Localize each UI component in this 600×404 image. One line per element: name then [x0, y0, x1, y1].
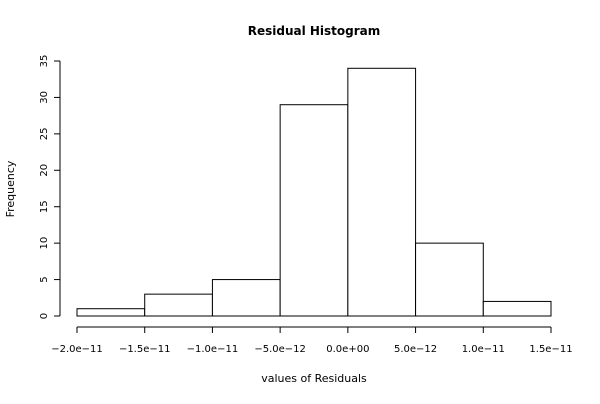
y-tick-label-5: 20 — [39, 164, 50, 177]
histogram-bar-3 — [211, 279, 281, 317]
y-axis: 0 5 10 15 20 25 30 35 — [39, 55, 61, 319]
x-tick-label-8: 1.5e−11 — [529, 344, 572, 355]
y-axis-label: Frequency — [4, 160, 17, 217]
x-tick-label-2: −1.5e−11 — [119, 344, 171, 355]
y-tick-label-2: 5 — [39, 276, 50, 282]
histogram-bar-5 — [347, 67, 417, 317]
y-tick-label-7: 30 — [39, 91, 50, 104]
y-tick-label-1: 0 — [39, 313, 50, 319]
y-tick-label-3: 10 — [39, 237, 50, 250]
x-tick-label-7: 1.0e−11 — [462, 344, 505, 355]
histogram-bar-6 — [415, 242, 484, 317]
x-tick-label-6: 5.0e−12 — [394, 344, 437, 355]
histogram-bar-1 — [76, 308, 146, 317]
y-tick-label-6: 25 — [39, 127, 50, 140]
x-axis: −2.0e−11 −1.5e−11 −1.0e−11 −5.0e−12 0.0e+00 5… — [51, 326, 573, 355]
histogram-bar-4 — [279, 104, 349, 317]
histogram-bars — [76, 67, 552, 317]
x-tick-label-5: 0.0e+00 — [326, 344, 369, 355]
histogram-bar-2 — [144, 293, 213, 317]
y-tick-label-8: 35 — [39, 55, 50, 68]
histogram-bar-7 — [482, 300, 552, 317]
x-tick-label-4: −5.0e−12 — [254, 344, 306, 355]
chart-title: Residual Histogram — [248, 24, 381, 38]
x-tick-label-1: −2.0e−11 — [51, 344, 103, 355]
x-tick-label-3: −1.0e−11 — [187, 344, 239, 355]
x-axis-label: values of Residuals — [261, 372, 367, 385]
y-tick-label-4: 15 — [39, 200, 50, 213]
